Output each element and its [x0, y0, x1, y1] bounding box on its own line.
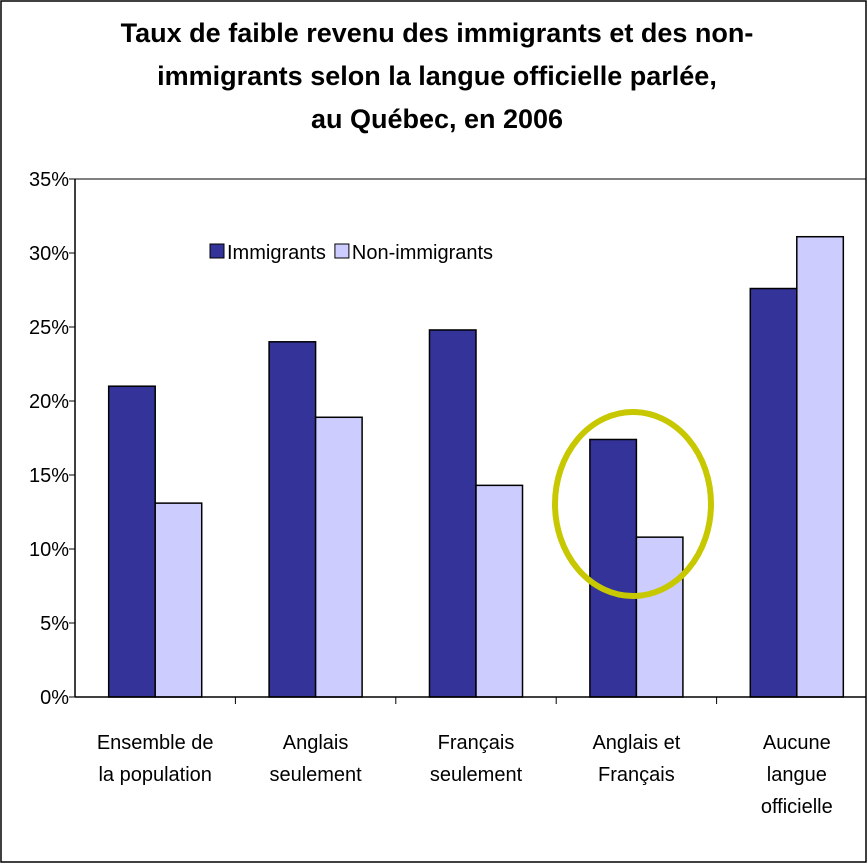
- y-tick-label: 15%: [29, 465, 69, 487]
- bar: [154, 502, 203, 698]
- bar: [749, 287, 798, 698]
- bar: [268, 341, 317, 698]
- y-tick-label: 0%: [40, 687, 69, 709]
- y-tick-label: 5%: [40, 613, 69, 635]
- bar: [475, 484, 524, 698]
- x-tick-label: Français seulement: [430, 732, 523, 786]
- bar: [589, 438, 638, 698]
- bar: [314, 416, 363, 698]
- x-tick-label: Anglais seulement: [269, 732, 362, 786]
- legend-label: Immigrants: [227, 242, 326, 264]
- y-tick-label: 25%: [29, 317, 69, 339]
- bar: [796, 235, 845, 698]
- bar: [107, 385, 156, 698]
- legend-swatch: [334, 243, 350, 259]
- y-tick-label: 20%: [29, 391, 69, 413]
- legend-swatch: [209, 243, 225, 259]
- y-tick-label: 35%: [29, 169, 69, 191]
- x-tick-label: Anglais et Français: [592, 732, 680, 786]
- x-tick-label: Aucune langue officielle: [761, 732, 833, 818]
- bar: [428, 329, 477, 698]
- chart-title: Taux de faible revenu des immigrants et …: [121, 18, 754, 134]
- x-tick-label: Ensemble de la population: [97, 732, 214, 786]
- y-tick-label: 10%: [29, 539, 69, 561]
- y-tick-label: 30%: [29, 243, 69, 265]
- legend-label: Non-immigrants: [352, 242, 493, 264]
- bar: [635, 536, 684, 698]
- highlight-ellipse: [552, 409, 714, 599]
